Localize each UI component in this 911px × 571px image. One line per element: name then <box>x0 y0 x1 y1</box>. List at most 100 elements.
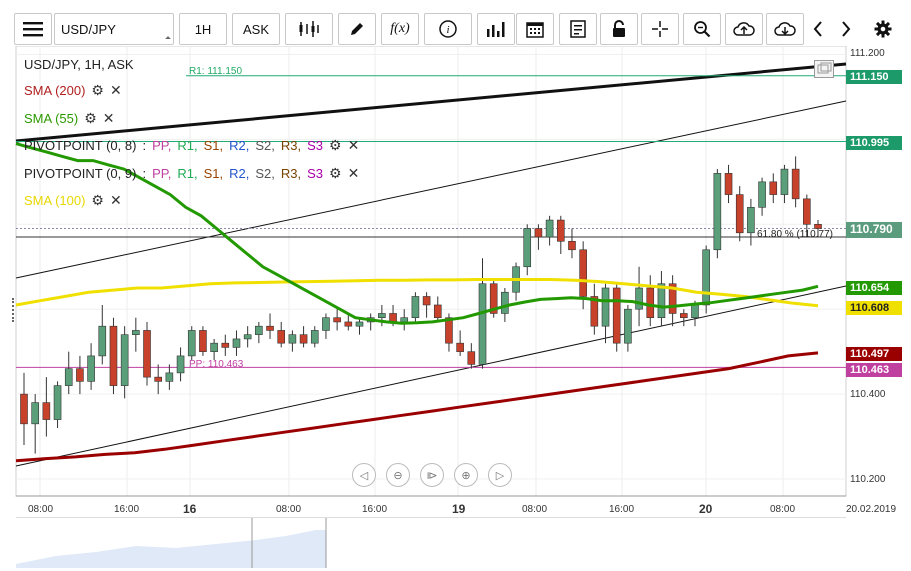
draw-tool-button[interactable] <box>338 13 376 45</box>
hamburger-icon <box>23 22 43 37</box>
pivot1-pp: PP, <box>152 138 172 153</box>
triangle-left-icon: ◁ <box>359 469 369 482</box>
candlestick-icon <box>299 21 319 37</box>
pivot2-pp: PP, <box>152 166 172 181</box>
pivot1-close-icon[interactable]: ✕ <box>347 137 360 153</box>
symbol-label: USD/JPY <box>61 21 116 37</box>
legend-title: USD/JPY, 1H, ASK <box>24 57 134 72</box>
time-tick-day: 19 <box>452 502 466 516</box>
sma55-price-tag: 110.654 <box>846 281 902 295</box>
price-chart[interactable] <box>0 46 911 570</box>
pivot2-r3: R3, <box>280 166 302 181</box>
crosshair-button[interactable] <box>641 13 679 45</box>
sma100-gear-icon[interactable]: ⚙ <box>91 192 104 208</box>
zoom-in-icon: ⊕ <box>461 469 471 482</box>
next-button[interactable] <box>834 13 858 45</box>
candle-body <box>803 198 811 225</box>
indicators-button[interactable]: f(x) <box>381 13 419 45</box>
upload-button[interactable] <box>725 13 763 45</box>
zoom-button[interactable] <box>683 13 721 45</box>
cloud-upload-icon <box>733 22 755 36</box>
candle-body <box>176 355 185 374</box>
calendar-icon <box>526 22 544 38</box>
pivot1-label[interactable]: PIVOTPOINT (0, 8) <box>24 138 137 153</box>
candle-body <box>187 330 196 357</box>
news-button[interactable] <box>559 13 597 45</box>
price-type-select[interactable]: ASK <box>232 13 280 45</box>
sma200-close-icon[interactable]: ✕ <box>109 82 122 98</box>
pivot1-gear-icon[interactable]: ⚙ <box>329 137 342 153</box>
current-price-tag: 110.790 <box>846 222 902 238</box>
timeframe-select[interactable]: 1H <box>179 13 227 45</box>
download-button[interactable] <box>766 13 804 45</box>
candle-body <box>277 330 286 344</box>
unlock-icon <box>613 20 625 37</box>
pivot2-r1: R1, <box>177 166 198 181</box>
time-tick: 08:00 <box>770 504 796 515</box>
navigator-area <box>16 518 327 568</box>
candle-body <box>310 330 319 344</box>
zoom-out-icon: ⊖ <box>393 469 403 482</box>
pp-annotation: PP: 110.463 <box>189 359 244 370</box>
candle-body <box>780 168 789 195</box>
candle-body <box>232 338 241 348</box>
chart-type-button[interactable] <box>285 13 333 45</box>
candle-body <box>579 249 587 297</box>
lock-button[interactable] <box>600 13 638 45</box>
candle-body <box>64 368 73 386</box>
candle-body <box>478 283 487 365</box>
sma55-line <box>15 142 819 325</box>
zoom-out-button[interactable]: ⊖ <box>386 463 410 487</box>
camera-icon <box>817 62 832 74</box>
info-button[interactable]: i <box>424 13 472 45</box>
time-tick: 08:00 <box>276 504 302 515</box>
settings-button[interactable] <box>866 13 900 45</box>
sma55-close-icon[interactable]: ✕ <box>102 110 115 126</box>
volume-button[interactable] <box>477 13 515 45</box>
candle-body <box>53 385 62 420</box>
candle-body <box>814 224 822 229</box>
pivot2-label[interactable]: PIVOTPOINT (0, 9) <box>24 166 137 181</box>
navigator-strip[interactable] <box>16 517 846 568</box>
pivot2-sep: : <box>142 166 147 181</box>
pivot2-gear-icon[interactable]: ⚙ <box>329 165 342 181</box>
scroll-left-button[interactable]: ◁ <box>352 463 376 487</box>
candle-body <box>199 330 207 352</box>
pivot2-close-icon[interactable]: ✕ <box>347 165 360 181</box>
calendar-button[interactable] <box>516 13 554 45</box>
menu-button[interactable] <box>14 13 52 45</box>
sma200-gear-icon[interactable]: ⚙ <box>91 82 104 98</box>
sma100-close-icon[interactable]: ✕ <box>109 192 122 208</box>
sma200-label[interactable]: SMA (200) <box>24 83 86 98</box>
time-tick: 16:00 <box>114 504 140 515</box>
candle-body <box>266 325 274 331</box>
snapshot-button[interactable] <box>814 60 834 78</box>
document-icon <box>570 20 586 38</box>
candle-body <box>255 325 263 335</box>
zoom-in-button[interactable]: ⊕ <box>454 463 478 487</box>
price-tick: 111.200 <box>850 48 885 59</box>
candle-body <box>724 173 733 195</box>
candle-body <box>534 228 543 238</box>
candle-body <box>154 376 162 382</box>
cloud-download-icon <box>774 22 796 36</box>
panel-resize-handle[interactable] <box>12 298 16 322</box>
scroll-right-button[interactable]: ▷ <box>488 463 512 487</box>
time-tick-day: 16 <box>183 502 197 516</box>
symbol-select[interactable]: USD/JPY <box>54 13 174 45</box>
pivot1-r1: R1, <box>177 138 198 153</box>
sma55-label[interactable]: SMA (55) <box>24 111 79 126</box>
sma55-gear-icon[interactable]: ⚙ <box>84 110 97 126</box>
candle-body <box>98 325 107 357</box>
svg-text:i: i <box>446 24 449 36</box>
r1-annotation: R1: 111.150 <box>189 66 243 77</box>
pivot1-s1: S1, <box>203 138 224 153</box>
chevron-left-icon <box>813 21 822 37</box>
reset-view-button[interactable]: ⧐ <box>420 463 444 487</box>
pivot2-s3: S3 <box>307 166 323 181</box>
prev-button[interactable] <box>806 13 830 45</box>
dropdown-corner-icon <box>165 36 171 42</box>
pivot2-r2: R2, <box>229 166 250 181</box>
sma100-label[interactable]: SMA (100) <box>24 193 86 208</box>
candle-body <box>568 240 576 251</box>
